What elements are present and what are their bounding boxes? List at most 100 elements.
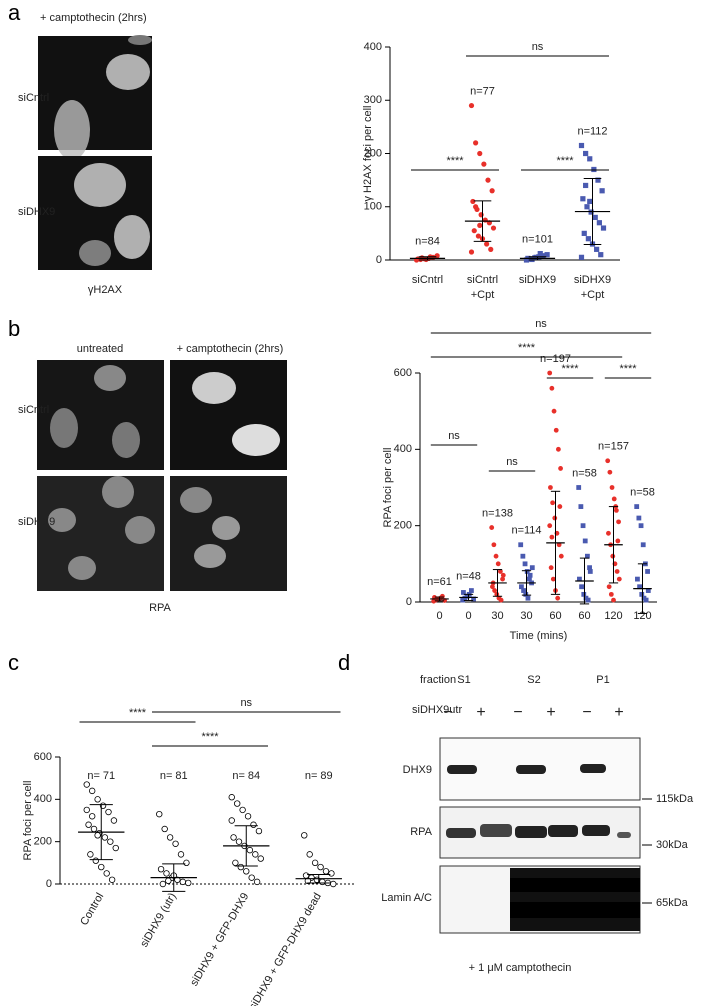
sign: − <box>582 704 591 721</box>
sign: + <box>614 704 623 721</box>
data-point <box>85 821 92 828</box>
y-tick-label: 300 <box>364 94 382 106</box>
data-point <box>547 523 553 529</box>
blot-row: RPA <box>410 826 432 838</box>
data-point <box>537 251 543 257</box>
data-point <box>549 534 555 540</box>
data-point <box>250 821 257 828</box>
y-tick-label: 400 <box>364 41 382 53</box>
data-point <box>328 870 335 877</box>
x-tick-label: 0 <box>465 610 471 622</box>
data-point <box>237 863 245 871</box>
data-point <box>490 584 495 590</box>
y-tick-label: 0 <box>376 254 382 266</box>
x-tick-label: siDHX9 (utr) <box>138 891 179 949</box>
x-tick-label: 60 <box>578 610 590 622</box>
data-point <box>500 572 506 578</box>
n-label: n=84 <box>415 236 440 248</box>
data-point <box>257 855 264 862</box>
data-point <box>163 870 170 877</box>
data-point <box>248 874 255 881</box>
n-label: n= 89 <box>305 770 333 782</box>
data-point <box>585 553 590 559</box>
data-point <box>596 220 602 226</box>
data-point <box>159 880 167 888</box>
data-point <box>550 576 556 582</box>
significance: **** <box>561 363 579 375</box>
data-point <box>557 504 563 509</box>
data-point <box>230 834 237 841</box>
data-point <box>243 868 250 875</box>
n-label: n= 84 <box>232 770 260 782</box>
fraction: P1 <box>596 674 609 686</box>
n-label: n= 81 <box>160 770 188 782</box>
blot-label: fraction <box>420 674 456 686</box>
significance: ns <box>448 430 460 442</box>
micrograph <box>170 360 287 470</box>
data-point <box>110 817 118 824</box>
x-tick-label: siDHX9 + GFP-DHX9 <box>188 891 251 988</box>
x-tick-label: +Cpt <box>471 289 495 301</box>
data-point <box>304 877 312 885</box>
data-point <box>489 525 495 530</box>
micrograph <box>38 35 152 160</box>
blot-strip <box>439 806 641 859</box>
significance: ns <box>535 318 547 330</box>
significance: **** <box>518 342 536 354</box>
data-point <box>306 851 313 858</box>
x-tick-label: 30 <box>520 610 532 622</box>
data-point <box>434 253 440 259</box>
significance: **** <box>129 707 147 719</box>
y-tick-label: 200 <box>394 520 412 532</box>
data-point <box>473 204 479 210</box>
data-point <box>485 177 491 183</box>
y-axis-label: RPA foci per cell <box>22 781 34 861</box>
data-point <box>473 140 479 146</box>
n-label: n=138 <box>482 507 513 519</box>
data-point <box>576 485 582 490</box>
data-point <box>83 781 90 788</box>
data-point <box>94 832 101 839</box>
x-axis-label: Time (mins) <box>510 630 568 642</box>
data-point <box>527 576 532 582</box>
data-point <box>311 859 319 867</box>
data-point <box>90 825 98 833</box>
data-point <box>468 249 475 255</box>
x-tick-label: siCntrl <box>467 274 498 286</box>
micrograph <box>170 476 287 591</box>
data-point <box>319 878 326 886</box>
data-point <box>614 569 620 574</box>
caption: RPA <box>149 602 171 614</box>
data-point <box>253 878 261 886</box>
data-point <box>645 569 650 574</box>
data-point <box>255 827 263 835</box>
data-point <box>635 576 640 582</box>
data-point <box>88 787 96 795</box>
data-point <box>550 500 555 506</box>
data-point <box>492 588 497 593</box>
x-tick-label: siDHX9 <box>574 274 611 286</box>
micro-header: + camptothecin (2hrs) <box>40 12 147 24</box>
data-point <box>605 458 611 464</box>
micrograph <box>37 476 164 591</box>
data-point <box>527 572 533 578</box>
data-point <box>615 538 621 544</box>
data-point <box>591 166 597 173</box>
data-point <box>611 597 616 603</box>
data-point <box>547 370 553 376</box>
marker: 30kDa <box>656 839 689 851</box>
data-point <box>471 596 476 602</box>
data-point <box>521 588 526 593</box>
panel-label: b <box>8 316 20 341</box>
x-tick-label: 60 <box>549 610 561 622</box>
data-point <box>98 863 105 871</box>
data-point <box>105 808 112 816</box>
data-point <box>643 597 649 603</box>
data-point <box>239 806 246 814</box>
data-point <box>88 813 96 820</box>
blot-footer: + 1 μM camptothecin <box>469 962 572 974</box>
data-point <box>468 102 475 109</box>
data-point <box>493 553 499 559</box>
y-tick-label: 0 <box>406 596 412 608</box>
data-point <box>94 796 101 803</box>
